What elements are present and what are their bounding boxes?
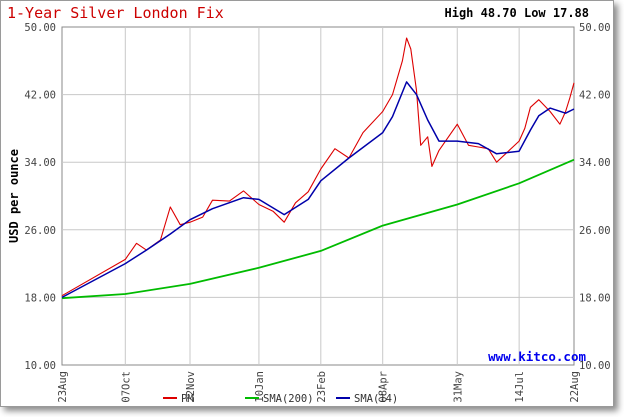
- x-tick-label: 22Nov: [185, 371, 197, 403]
- y-tick-label-right: 50.00: [579, 22, 611, 34]
- x-tick-label: 08Apr: [378, 371, 390, 403]
- x-tick-label: 22Aug: [569, 371, 581, 403]
- plot-area: [61, 26, 575, 366]
- x-tick-label: 23Aug: [57, 371, 69, 403]
- x-tick-label: 31May: [452, 371, 464, 403]
- silver-price-chart: 10.00 10.00 18.00 18.00 26.00 26.00 34.00 34.00…: [7, 4, 611, 405]
- x-tick-label: 14Jul: [514, 371, 526, 403]
- y-tick-label-left: 34.00: [24, 157, 56, 169]
- x-tick-label: 07Oct: [120, 371, 132, 403]
- y-axis-label: USD per ounce: [7, 149, 21, 243]
- y-tick-label-left: 42.00: [24, 90, 56, 102]
- legend-label: SMA(200): [263, 393, 314, 405]
- y-tick-label-left: 50.00: [24, 22, 56, 34]
- y-tick-label-left: 10.00: [24, 360, 56, 372]
- x-tick-label: 10Jan: [254, 371, 266, 403]
- y-tick-label-left: 26.00: [24, 225, 56, 237]
- legend-label: PM: [181, 393, 194, 405]
- y-tick-label-right: 26.00: [579, 225, 611, 237]
- y-tick-label-right: 34.00: [579, 157, 611, 169]
- chart-frame: 10.00 10.00 18.00 18.00 26.00 26.00 34.00 34.00…: [0, 0, 614, 407]
- watermark-kitco: www.kitco.com: [488, 349, 586, 364]
- series-line-sma-200-: [61, 158, 575, 300]
- series-line-sma-14-: [61, 81, 575, 299]
- legend-label: SMA(14): [354, 393, 398, 405]
- series-line-pm: [61, 37, 575, 297]
- y-tick-label-right: 42.00: [579, 90, 611, 102]
- y-tick-label-right: 18.00: [579, 292, 611, 304]
- x-tick-label: 23Feb: [316, 371, 328, 403]
- y-tick-label-right: 10.00: [579, 360, 611, 372]
- chart-title: 1-Year Silver London Fix: [7, 4, 224, 22]
- y-tick-label-left: 18.00: [24, 292, 56, 304]
- high-low-stats: High 48.70 Low 17.88: [445, 6, 590, 20]
